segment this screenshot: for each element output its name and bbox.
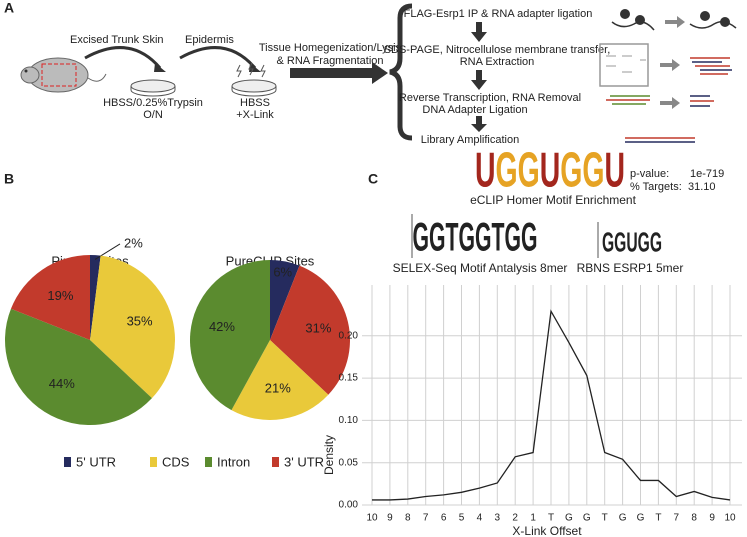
x-tick-label: 9 bbox=[387, 513, 393, 524]
x-tick-label: 1 bbox=[530, 513, 536, 524]
x-tick-label: T bbox=[548, 513, 554, 524]
motif-title: RBNS ESRP1 5mer bbox=[577, 261, 684, 275]
dish-label: HBSS/0.25%Trypsin bbox=[103, 97, 203, 109]
x-tick-label: 5 bbox=[459, 513, 465, 524]
value-label: 21% bbox=[265, 380, 291, 395]
y-tick-label: 0.10 bbox=[339, 415, 359, 426]
dish-label: HBSS bbox=[240, 97, 270, 109]
x-tick-label: T bbox=[655, 513, 661, 524]
step-label: Excised Trunk Skin bbox=[70, 34, 164, 46]
pie-slice bbox=[190, 260, 270, 411]
leader-line bbox=[94, 243, 121, 260]
step-text: DNA Adapter Ligation bbox=[422, 104, 527, 116]
x-tick-label: 8 bbox=[405, 513, 411, 524]
panel-label: A bbox=[4, 0, 14, 16]
legend-swatch bbox=[64, 457, 71, 467]
step-text: Library Amplification bbox=[421, 134, 519, 146]
motif-stat-label: % Targets: bbox=[630, 181, 682, 193]
arrow bbox=[84, 46, 162, 69]
motif-logo: GGUGG bbox=[602, 226, 662, 257]
pie-slice bbox=[10, 255, 90, 340]
legend-swatch bbox=[205, 457, 212, 467]
step-text: SDS-PAGE, Nitrocellulose membrane transf… bbox=[384, 44, 611, 56]
arrowhead bbox=[249, 63, 261, 72]
x-tick-label: 7 bbox=[674, 513, 680, 524]
panel-label: C bbox=[368, 171, 378, 187]
legend-label: Intron bbox=[217, 454, 250, 469]
step-text: Reverse Transcription, RNA Removal bbox=[399, 92, 581, 104]
value-label: 6% bbox=[273, 265, 292, 280]
process-label: & RNA Fragmentation bbox=[277, 55, 384, 67]
arrow bbox=[179, 46, 257, 69]
step-text: RNA Extraction bbox=[460, 56, 535, 68]
y-tick-label: 0.20 bbox=[339, 330, 359, 341]
x-tick-label: 9 bbox=[709, 513, 715, 524]
motif-logo: GGTGGTGG bbox=[413, 216, 538, 260]
pie-slice bbox=[231, 340, 329, 420]
y-tick-label: 0.05 bbox=[339, 457, 359, 468]
x-tick-label: G bbox=[637, 513, 645, 524]
x-tick-label: 6 bbox=[441, 513, 447, 524]
motif-stat: 31.10 bbox=[688, 181, 716, 193]
motif-stat: 1e-719 bbox=[690, 168, 724, 180]
x-tick-label: T bbox=[602, 513, 608, 524]
y-tick-label: 0.15 bbox=[339, 373, 359, 384]
dish bbox=[231, 62, 277, 97]
legend-swatch bbox=[150, 457, 157, 467]
pie-slice bbox=[90, 255, 101, 340]
motif-stat-label: p-value: bbox=[630, 168, 669, 180]
x-tick-label: G bbox=[565, 513, 573, 524]
x-tick-label: 10 bbox=[724, 513, 736, 524]
step-text: FLAG-Esrp1 IP & RNA adapter ligation bbox=[404, 8, 593, 20]
value-label: 31% bbox=[305, 321, 331, 336]
pie-slice bbox=[270, 265, 350, 395]
x-tick-label: 2 bbox=[512, 513, 518, 524]
x-tick-label: 8 bbox=[691, 513, 697, 524]
step-arrows bbox=[471, 22, 487, 132]
x-tick-label: G bbox=[619, 513, 627, 524]
y-tick-label: 0.00 bbox=[339, 500, 359, 511]
panel-label: B bbox=[4, 171, 14, 187]
mouse bbox=[20, 57, 107, 93]
x-tick-label: 10 bbox=[366, 513, 378, 524]
arrowhead bbox=[154, 63, 166, 72]
step-label: Epidermis bbox=[185, 34, 234, 46]
legend-label: 5' UTR bbox=[76, 454, 116, 469]
big-arrow bbox=[290, 62, 388, 84]
dish bbox=[130, 79, 176, 97]
x-tick-label: 4 bbox=[477, 513, 483, 524]
dish-label: O/N bbox=[143, 109, 163, 121]
x-tick-label: 3 bbox=[495, 513, 501, 524]
value-label: 44% bbox=[49, 376, 75, 391]
motif-title: SELEX-Seq Motif Antalysis 8mer bbox=[393, 261, 568, 275]
motif-logo: UGGUGGU bbox=[475, 144, 625, 198]
pie-slice bbox=[270, 260, 300, 340]
legend-label: CDS bbox=[162, 454, 190, 469]
pie-slice bbox=[90, 255, 175, 399]
legend-swatch bbox=[272, 457, 279, 467]
density-line bbox=[372, 309, 731, 501]
y-axis-label: Density bbox=[322, 435, 336, 475]
value-label: 35% bbox=[127, 314, 153, 329]
illustrations bbox=[599, 9, 737, 143]
x-tick-label: G bbox=[583, 513, 591, 524]
legend-label: 3' UTR bbox=[284, 454, 324, 469]
dish-label: +X-Link bbox=[236, 109, 274, 121]
value-label: 42% bbox=[209, 319, 235, 334]
brace bbox=[389, 3, 413, 141]
motif-title: eCLIP Homer Motif Enrichment bbox=[470, 193, 637, 207]
value-label: 19% bbox=[47, 288, 73, 303]
x-axis-label: X-Link Offset bbox=[512, 524, 582, 537]
x-tick-label: 7 bbox=[423, 513, 429, 524]
process-label: Tissue Homegenization/Lysis bbox=[259, 42, 402, 54]
pie-slice bbox=[5, 308, 152, 425]
value-label: 2% bbox=[124, 235, 143, 250]
